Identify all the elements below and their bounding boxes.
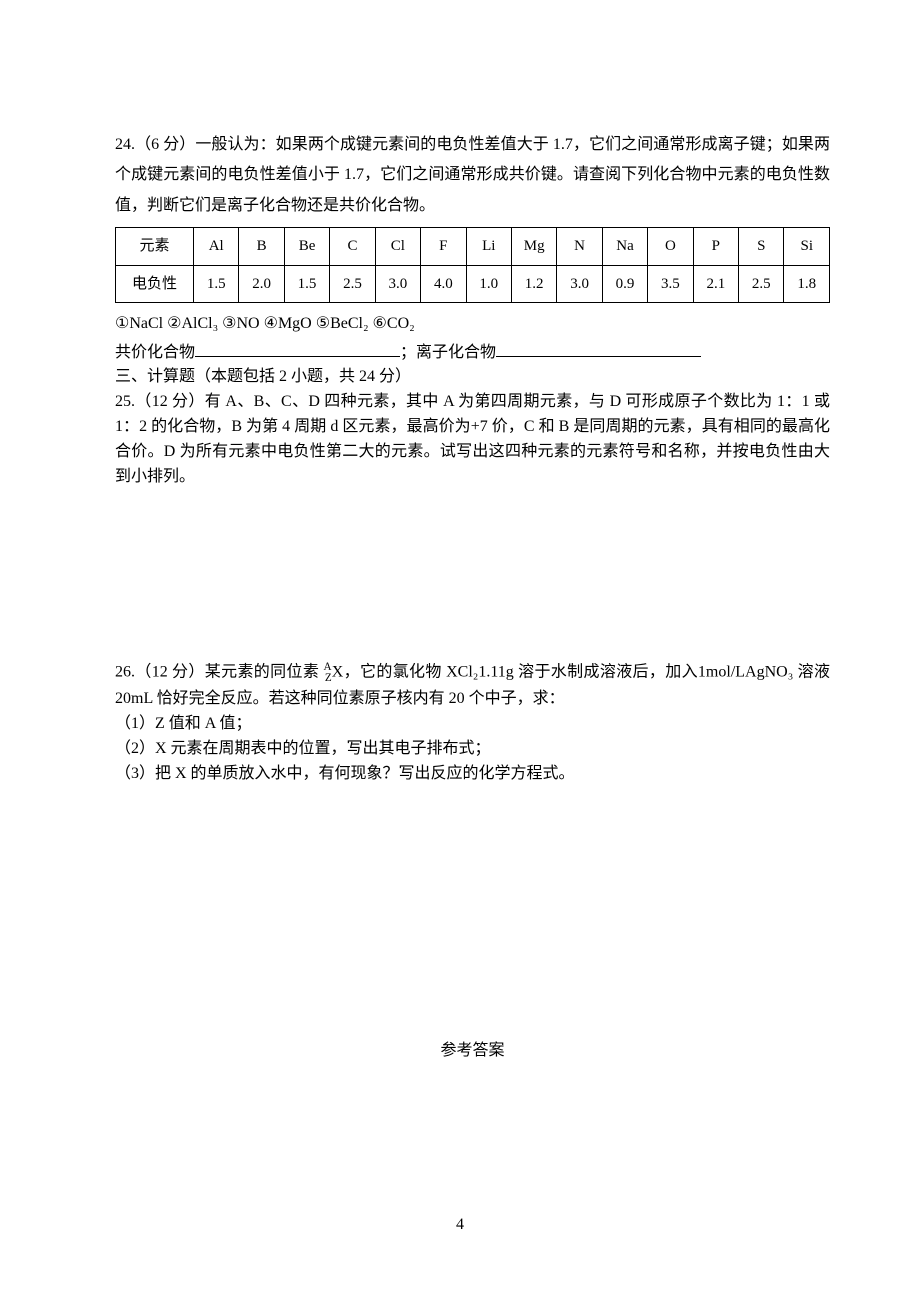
q26-part2: （2）X 元素在周期表中的位置，写出其电子排布式； bbox=[115, 737, 830, 762]
val-cell: 1.5 bbox=[284, 265, 329, 303]
val-cell: 4.0 bbox=[421, 265, 466, 303]
el-cell: Li bbox=[466, 228, 511, 266]
el-cell: P bbox=[693, 228, 738, 266]
val-cell: 3.5 bbox=[648, 265, 693, 303]
val-cell: 2.5 bbox=[739, 265, 784, 303]
el-cell: B bbox=[239, 228, 284, 266]
val-cell: 0.9 bbox=[602, 265, 647, 303]
section3-heading: 三、计算题（本题包括 2 小题，共 24 分） bbox=[115, 365, 830, 390]
row2-label: 电负性 bbox=[116, 265, 194, 303]
blank-sep: ；离子化合物 bbox=[400, 344, 496, 361]
el-cell: Be bbox=[284, 228, 329, 266]
covalent-label: 共价化合物 bbox=[115, 344, 195, 361]
el-cell: Cl bbox=[375, 228, 420, 266]
q24-blanks: 共价化合物 ；离子化合物 bbox=[115, 340, 830, 366]
el-cell: Si bbox=[784, 228, 830, 266]
val-cell: 3.0 bbox=[557, 265, 602, 303]
ionic-blank bbox=[496, 340, 701, 357]
el-cell: F bbox=[421, 228, 466, 266]
el-cell: O bbox=[648, 228, 693, 266]
el-cell: C bbox=[330, 228, 375, 266]
el-cell: N bbox=[557, 228, 602, 266]
val-cell: 2.0 bbox=[239, 265, 284, 303]
el-cell: Mg bbox=[511, 228, 556, 266]
isotope-x: X bbox=[332, 664, 344, 681]
val-cell: 3.0 bbox=[375, 265, 420, 303]
el-cell: S bbox=[739, 228, 784, 266]
table-row-elements: 元素 Al B Be C Cl F Li Mg N Na O P S Si bbox=[116, 228, 830, 266]
electronegativity-table: 元素 Al B Be C Cl F Li Mg N Na O P S Si 电负… bbox=[115, 227, 830, 303]
q24-compounds: ①NaCl ②AlCl₃ ③NO ④MgO ⑤BeCl₂ ⑥CO₂ bbox=[115, 309, 830, 339]
el-cell: Na bbox=[602, 228, 647, 266]
val-cell: 1.2 bbox=[511, 265, 556, 303]
q25-text: 25.（12 分）有 A、B、C、D 四种元素，其中 A 为第四周期元素，与 D… bbox=[115, 390, 830, 489]
val-cell: 1.0 bbox=[466, 265, 511, 303]
q26-text: 26.（12 分）某元素的同位素 AZX，它的氯化物 XCl₂1.11g 溶于水… bbox=[115, 659, 830, 712]
table-row-values: 电负性 1.5 2.0 1.5 2.5 3.0 4.0 1.0 1.2 3.0 … bbox=[116, 265, 830, 303]
val-cell: 1.5 bbox=[194, 265, 239, 303]
q26-t1: 26.（12 分）某元素的同位素 bbox=[115, 664, 324, 681]
el-cell: Al bbox=[194, 228, 239, 266]
isotope-z: Z bbox=[325, 672, 332, 684]
row1-label: 元素 bbox=[116, 228, 194, 266]
q26-part3: （3）把 X 的单质放入水中，有何现象？写出反应的化学方程式。 bbox=[115, 762, 830, 787]
page-number: 4 bbox=[0, 1210, 920, 1240]
q26-part1: （1）Z 值和 A 值； bbox=[115, 712, 830, 737]
val-cell: 2.5 bbox=[330, 265, 375, 303]
val-cell: 1.8 bbox=[784, 265, 830, 303]
q24-heading: 24.（6 分）一般认为：如果两个成键元素间的电负性差值大于 1.7，它们之间通… bbox=[115, 130, 830, 221]
covalent-blank bbox=[195, 340, 400, 357]
val-cell: 2.1 bbox=[693, 265, 738, 303]
answers-heading: 参考答案 bbox=[115, 1036, 830, 1066]
